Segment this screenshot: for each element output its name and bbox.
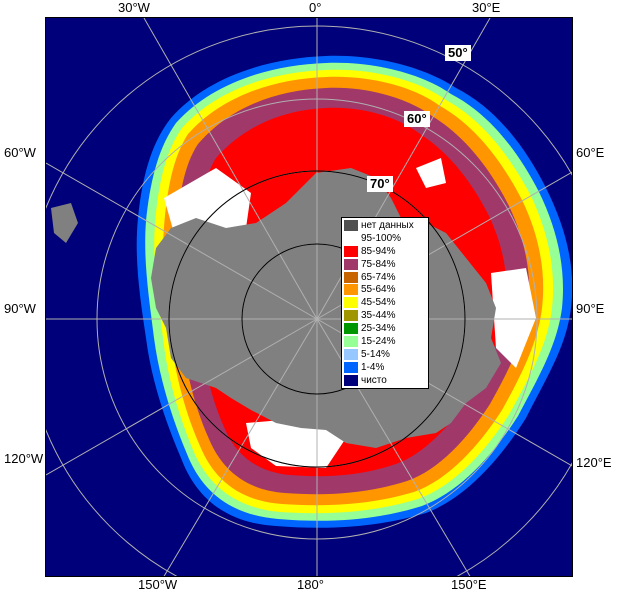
legend-item: 75-84% <box>344 258 426 271</box>
meridian-150w <box>163 318 318 576</box>
lat-label-60: 60° <box>404 111 430 127</box>
legend-item: 95-100% <box>344 232 426 245</box>
legend-swatch <box>344 335 358 347</box>
legend-label: 5-14% <box>361 348 390 360</box>
legend-swatch <box>344 258 358 270</box>
legend-swatch <box>344 348 358 360</box>
ice-patch-white-4 <box>416 158 446 188</box>
meridian-30w <box>143 18 318 320</box>
legend-item: 15-24% <box>344 335 426 348</box>
legend-label: 15-24% <box>361 335 396 347</box>
ice-patch-white-2 <box>246 418 346 468</box>
legend-swatch <box>344 297 358 309</box>
legend-swatch <box>344 310 358 322</box>
label-90w: 90°W <box>4 301 36 316</box>
legend-label: нет данных <box>361 219 414 231</box>
label-0: 0° <box>309 0 322 15</box>
meridian-120w <box>46 318 318 476</box>
label-90e: 90°E <box>576 301 605 316</box>
legend-label: 85-94% <box>361 245 396 257</box>
legend-swatch <box>344 374 358 386</box>
label-180: 180° <box>297 577 324 592</box>
legend-swatch <box>344 219 358 231</box>
meridian-60w <box>46 162 318 320</box>
label-120w: 120°W <box>4 451 44 466</box>
no-data-speck <box>51 203 78 243</box>
label-150e: 150°E <box>451 577 487 592</box>
legend-swatch <box>344 232 358 244</box>
sea-ice-map <box>45 17 573 577</box>
legend-swatch <box>344 361 358 373</box>
legend-swatch <box>344 284 358 296</box>
legend-label: 35-44% <box>361 310 396 322</box>
legend-label: 95-100% <box>361 232 402 244</box>
legend-item: 55-64% <box>344 283 426 296</box>
legend-label: 1-4% <box>361 361 385 373</box>
legend-item: 35-44% <box>344 309 426 322</box>
lat-label-50: 50° <box>445 45 471 61</box>
label-60w: 60°W <box>4 145 36 160</box>
label-30e: 30°E <box>472 0 501 15</box>
legend-swatch <box>344 271 358 283</box>
legend-label: 75-84% <box>361 258 396 270</box>
legend-item: 1-4% <box>344 361 426 374</box>
label-150w: 150°W <box>138 577 178 592</box>
label-120e: 120°E <box>576 455 612 470</box>
lat-label-70: 70° <box>367 176 393 192</box>
legend-item: нет данных <box>344 219 426 232</box>
map-legend: нет данных 95-100% 85-94% 75-84% 65-74% 55-64… <box>341 217 429 389</box>
legend-item: 45-54% <box>344 296 426 309</box>
label-30w: 30°W <box>118 0 150 15</box>
legend-item: 85-94% <box>344 245 426 258</box>
label-60e: 60°E <box>576 145 605 160</box>
legend-item: 25-34% <box>344 322 426 335</box>
legend-item: 5-14% <box>344 348 426 361</box>
legend-swatch <box>344 323 358 335</box>
legend-swatch <box>344 245 358 257</box>
legend-item: 65-74% <box>344 271 426 284</box>
ice-patch-white-3 <box>491 268 536 368</box>
legend-item: чисто <box>344 374 426 387</box>
legend-label: 65-74% <box>361 271 396 283</box>
legend-label: 55-64% <box>361 284 396 296</box>
legend-label: 25-34% <box>361 323 396 335</box>
legend-label: 45-54% <box>361 297 396 309</box>
legend-label: чисто <box>361 374 387 386</box>
map-canvas <box>46 18 572 576</box>
